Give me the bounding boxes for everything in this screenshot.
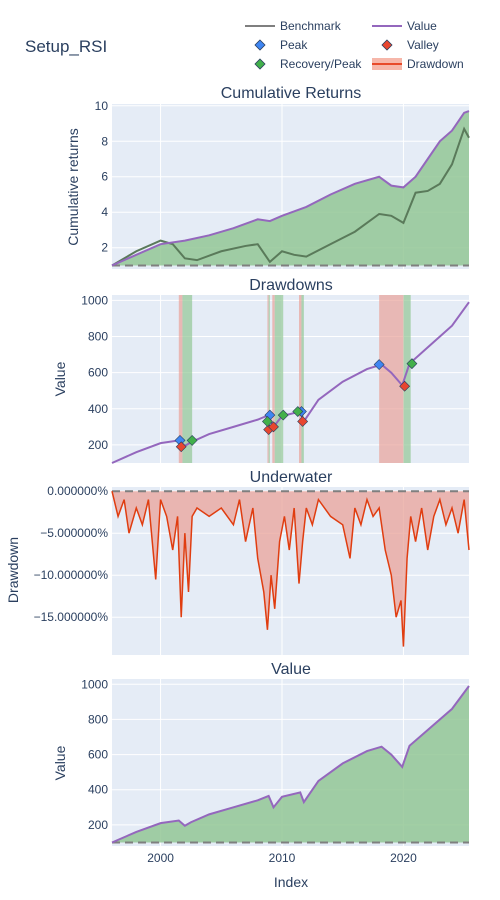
drawdown-band xyxy=(267,295,269,463)
legend-item-benchmark[interactable]: Benchmark xyxy=(245,19,342,33)
y-tick-label: 200 xyxy=(88,818,108,832)
subplot-title-value: Value xyxy=(271,661,311,678)
recovery-marker xyxy=(186,434,198,446)
y-tick-label: 4 xyxy=(101,205,108,219)
legend-recovery-label: Recovery/Peak xyxy=(280,57,362,71)
recovery-marker xyxy=(277,409,289,421)
value-area-fill xyxy=(112,111,469,266)
legend-benchmark-label: Benchmark xyxy=(280,19,342,33)
y-tick-label: −15.000000% xyxy=(34,610,109,624)
y-tick-label: −5.000000% xyxy=(40,526,108,540)
recovery-marker xyxy=(292,406,304,417)
valley-marker xyxy=(399,380,411,392)
subplot-title-drawdowns: Drawdowns xyxy=(249,277,333,294)
y-tick-label: 200 xyxy=(88,438,108,452)
value-line xyxy=(111,685,470,844)
legend-recovery-swatch xyxy=(254,58,266,70)
y-tick-label: 6 xyxy=(101,170,108,184)
y-tick-label: 600 xyxy=(88,748,108,762)
y-axis-title-cumulative-returns: Cumulative returns xyxy=(65,128,81,246)
drawdown-band xyxy=(272,295,275,463)
y-tick-label: 1000 xyxy=(81,677,108,691)
legend-item-peak[interactable]: Peak xyxy=(254,38,308,52)
chart-title: Setup_RSI xyxy=(25,37,107,56)
recovery-marker xyxy=(262,416,273,427)
drawdown-band xyxy=(379,295,404,463)
valley-marker xyxy=(175,441,187,453)
y-tick-label: −10.000000% xyxy=(34,568,109,582)
subplot-value: Value Value 200 400 600 800 1000 xyxy=(52,661,470,846)
value-area-fill xyxy=(112,686,469,843)
y-tick-label: 2 xyxy=(101,241,108,255)
subplot-drawdowns: Drawdowns Value 200 400 600 800 1000 xyxy=(52,277,470,464)
recovery-band xyxy=(268,295,270,463)
x-axis: Index 2000 2010 2020 xyxy=(147,851,417,890)
x-tick-label: 2010 xyxy=(269,851,296,865)
legend-valley-swatch xyxy=(381,39,393,51)
value-line xyxy=(111,110,470,267)
legend: Benchmark Value Peak Valley Recovery/Pea… xyxy=(245,19,464,71)
recovery-marker xyxy=(406,358,418,370)
benchmark-line xyxy=(111,126,470,267)
y-tick-label: 600 xyxy=(88,366,108,380)
underwater-area-fill xyxy=(112,491,469,647)
y-axis-title-drawdowns: Value xyxy=(52,361,68,396)
x-tick-label: 2020 xyxy=(390,851,417,865)
y-tick-label: 400 xyxy=(88,402,108,416)
y-axis-title-underwater: Drawdown xyxy=(5,537,21,603)
legend-drawdown-label: Drawdown xyxy=(407,57,464,71)
drawdown-band xyxy=(178,295,183,463)
y-tick-label: 800 xyxy=(88,712,108,726)
legend-valley-label: Valley xyxy=(407,38,439,52)
legend-item-recovery-peak[interactable]: Recovery/Peak xyxy=(254,57,362,71)
recovery-band xyxy=(403,295,411,463)
drawdown-band xyxy=(299,295,302,463)
recovery-band xyxy=(301,295,304,463)
legend-item-value[interactable]: Value xyxy=(372,19,437,33)
subplot-cumulative-returns: Cumulative Returns Cumulative returns 2 4… xyxy=(65,85,470,269)
underwater-line xyxy=(111,491,470,647)
y-tick-label: 1000 xyxy=(81,293,108,307)
subplot-title-underwater: Underwater xyxy=(250,469,333,486)
subplot-underwater: Underwater Drawdown 0.000000% −5.000000% −… xyxy=(5,469,470,655)
y-tick-label: 400 xyxy=(88,783,108,797)
recovery-band xyxy=(274,295,284,463)
subplot-title-cumulative-returns: Cumulative Returns xyxy=(221,85,362,102)
recovery-band xyxy=(182,295,193,463)
y-tick-label: 800 xyxy=(88,330,108,344)
legend-item-valley[interactable]: Valley xyxy=(381,38,439,52)
legend-item-drawdown[interactable]: Drawdown xyxy=(372,57,464,71)
x-axis-title: Index xyxy=(274,874,308,890)
x-tick-label: 2000 xyxy=(147,851,174,865)
y-tick-label: 10 xyxy=(95,99,109,113)
legend-value-label: Value xyxy=(407,19,437,33)
y-tick-label: 0.000000% xyxy=(47,484,108,498)
legend-peak-label: Peak xyxy=(280,38,308,52)
legend-peak-swatch xyxy=(254,39,266,51)
valley-marker xyxy=(268,421,279,433)
peak-marker xyxy=(373,359,385,370)
y-axis-title-value: Value xyxy=(52,745,68,780)
y-tick-label: 8 xyxy=(101,134,108,148)
valley-marker xyxy=(297,416,309,427)
plot-area xyxy=(112,295,469,463)
